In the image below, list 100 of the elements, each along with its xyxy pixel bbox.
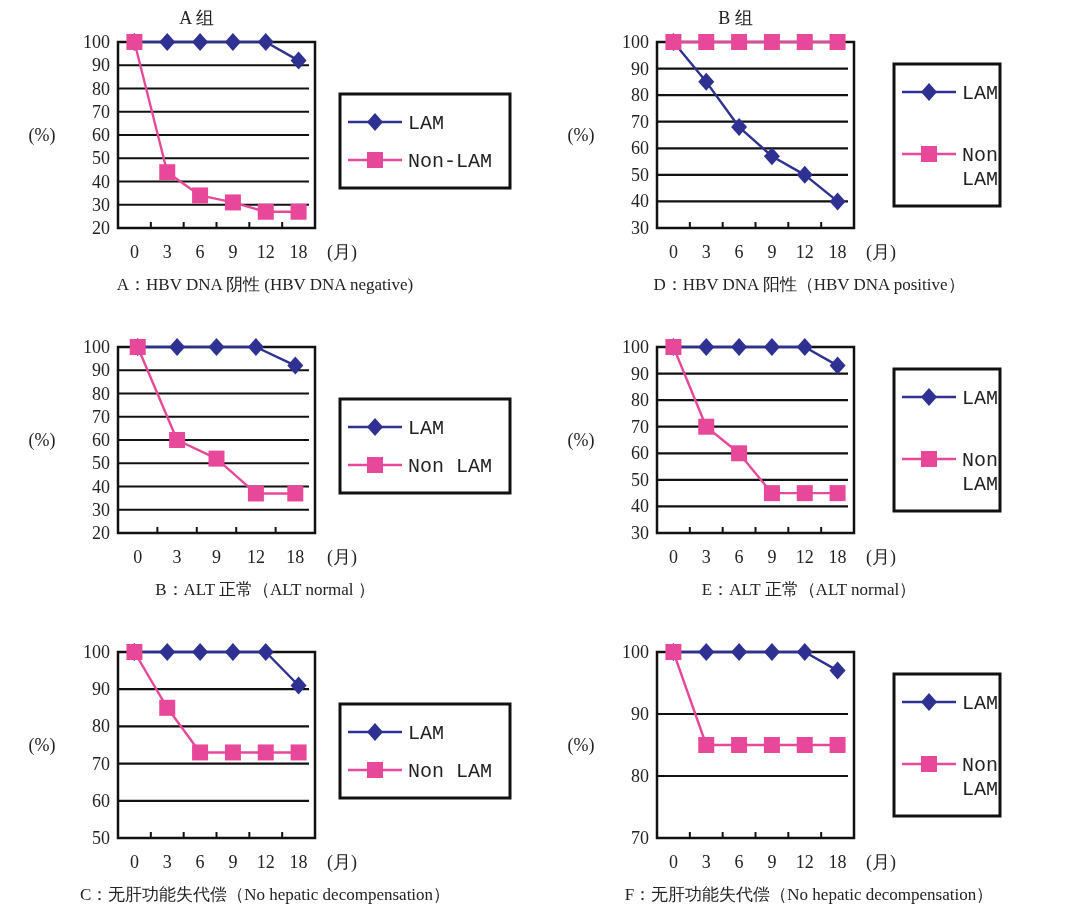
y-tick-label: 70 (92, 101, 110, 122)
x-tick-label: 9 (767, 242, 777, 262)
x-tick-label: 12 (795, 547, 814, 567)
point (731, 118, 748, 137)
point (731, 338, 748, 356)
y-tick-label: 90 (631, 704, 649, 724)
y-tick-label: 60 (92, 125, 110, 145)
y-tick-label: 40 (631, 496, 649, 517)
y-tick-label: 50 (92, 828, 110, 848)
x-tick-label: 18 (828, 547, 847, 567)
y-tick-label: 80 (631, 85, 649, 106)
x-tick-label: 18 (286, 547, 305, 567)
x-tick-label: 6 (195, 852, 205, 872)
x-tick-label: 3 (701, 547, 711, 567)
point (829, 737, 846, 753)
point (208, 450, 225, 467)
legend-label: Non LAM (962, 144, 999, 191)
point (763, 338, 780, 356)
y-tick-label: 70 (92, 406, 110, 427)
legend-label: LAM (408, 417, 445, 440)
y-tick-label: 40 (92, 476, 110, 497)
point (159, 699, 176, 716)
legend-label: LAM (962, 387, 999, 410)
point (257, 744, 274, 761)
point (290, 203, 307, 220)
y-axis-title: (%) (28, 430, 56, 451)
y-tick-label: 100 (83, 337, 110, 357)
x-tick-label: 6 (734, 852, 744, 872)
y-tick-label: 20 (92, 523, 110, 543)
x-axis-title: (月) (327, 852, 357, 873)
x-tick-label: 18 (828, 852, 847, 872)
y-tick-label: 80 (631, 766, 649, 786)
y-tick-label: 30 (92, 194, 110, 215)
point (698, 338, 715, 356)
point (763, 147, 780, 166)
chart-title: B 组 (718, 8, 753, 28)
point (796, 737, 813, 753)
y-tick-label: 40 (92, 171, 110, 192)
y-tick-label: 50 (92, 148, 110, 169)
y-tick-label: 70 (92, 753, 110, 774)
point (796, 485, 813, 502)
point (224, 33, 241, 51)
y-tick-label: 50 (92, 453, 110, 474)
point (698, 72, 715, 91)
x-tick-label: 9 (212, 547, 221, 567)
point (731, 445, 748, 462)
text: A：HBV DNA 阴性 (HBV DNA negative) (116, 275, 414, 294)
point (290, 676, 307, 695)
x-tick-label: 6 (195, 242, 205, 262)
point (763, 643, 780, 661)
x-axis-title: (月) (866, 242, 896, 263)
legend-label: LAM (962, 82, 999, 105)
point (287, 485, 304, 502)
x-axis-title: (月) (866, 852, 896, 873)
y-tick-label: 100 (622, 337, 649, 357)
x-axis-title: (月) (866, 547, 896, 568)
point (731, 737, 748, 753)
y-tick-label: 60 (92, 430, 110, 450)
x-tick-label: 18 (289, 852, 308, 872)
point (829, 192, 846, 211)
point (192, 643, 209, 661)
y-tick-label: 100 (83, 32, 110, 52)
text: E：ALT 正常（ALT normal） (701, 580, 917, 599)
x-tick-label: 0 (133, 547, 143, 567)
y-tick-label: 70 (631, 416, 649, 437)
point (829, 34, 846, 50)
point (159, 164, 176, 181)
x-tick-label: 3 (172, 547, 182, 567)
x-tick-label: 0 (129, 852, 139, 872)
legend-label: LAM (408, 112, 445, 135)
point (224, 194, 241, 211)
y-tick-label: 60 (631, 138, 649, 159)
legend-label: Non LAM (962, 449, 999, 496)
y-tick-label: 90 (631, 363, 649, 384)
y-tick-label: 30 (631, 218, 649, 238)
y-tick-label: 40 (631, 191, 649, 212)
point (796, 338, 813, 356)
point (208, 338, 225, 356)
y-tick-label: 20 (92, 218, 110, 238)
point (287, 356, 304, 375)
legend-label: Non LAM (962, 754, 999, 801)
x-tick-label: 18 (828, 242, 847, 262)
point (247, 485, 264, 502)
point (698, 643, 715, 661)
legend-label: Non LAM (408, 760, 493, 783)
point (731, 643, 748, 661)
y-tick-label: 50 (631, 469, 649, 490)
point (192, 187, 209, 204)
point (257, 203, 274, 220)
point (763, 34, 780, 50)
x-tick-label: 0 (668, 547, 678, 567)
y-tick-label: 60 (92, 790, 110, 811)
x-tick-label: 0 (668, 852, 678, 872)
x-tick-label: 12 (795, 242, 814, 262)
y-axis-title: (%) (567, 430, 595, 451)
point (159, 643, 176, 661)
y-tick-label: 70 (631, 828, 649, 848)
x-tick-label: 3 (701, 852, 711, 872)
point (290, 51, 307, 70)
point (169, 338, 186, 356)
